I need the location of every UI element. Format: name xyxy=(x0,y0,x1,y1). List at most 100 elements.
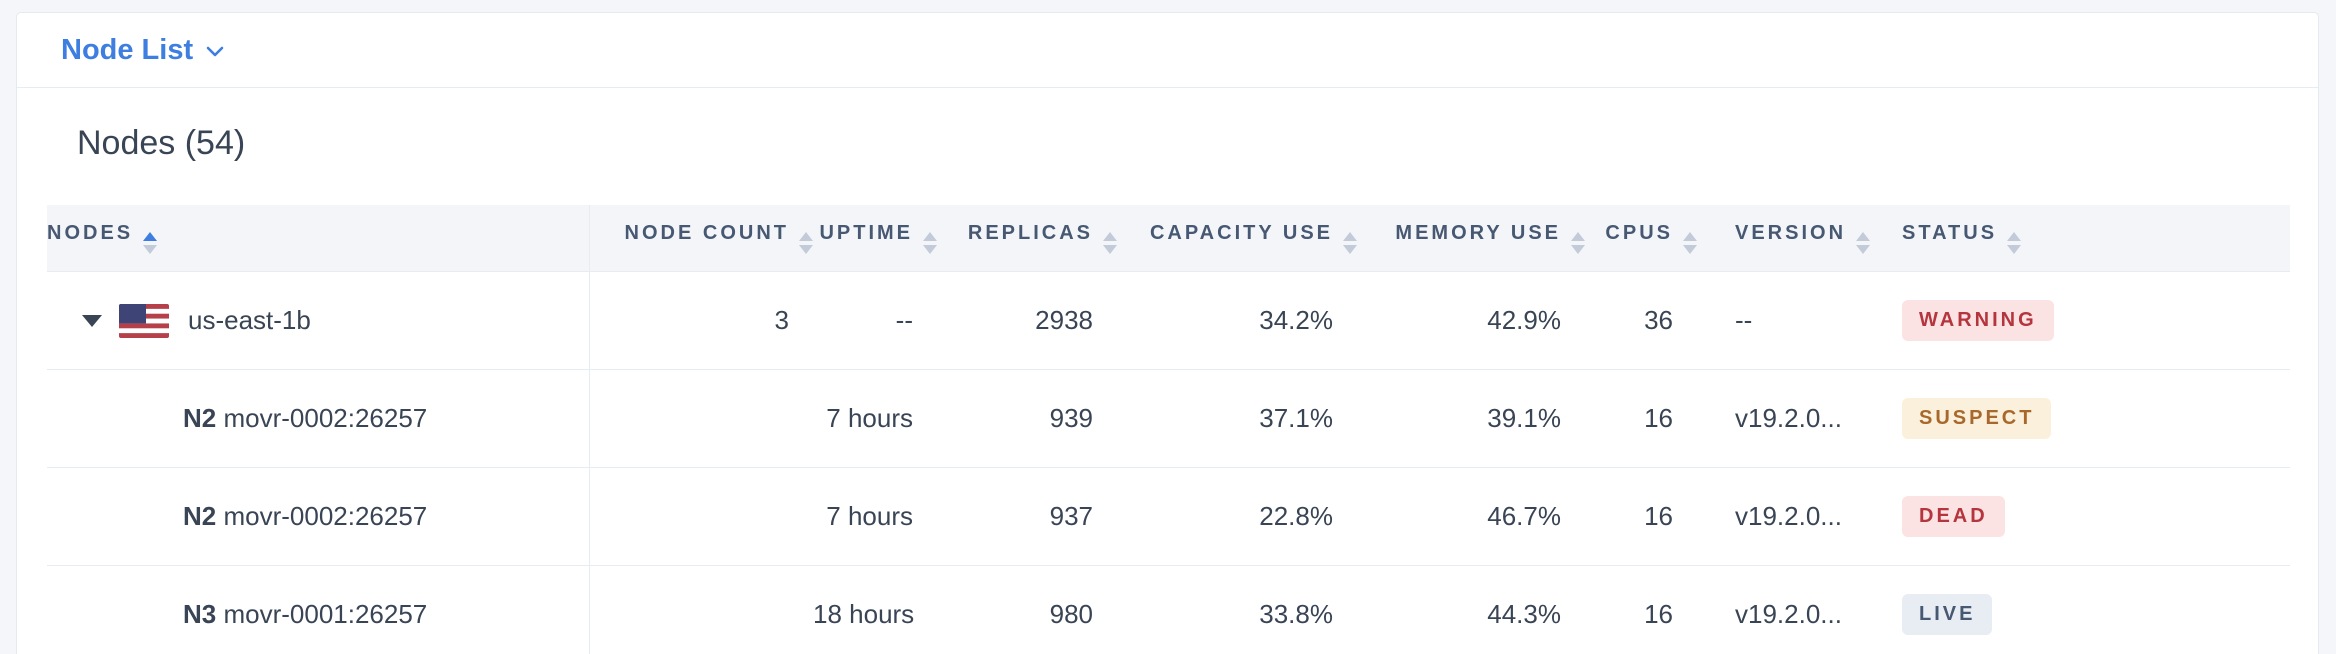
region-row[interactable]: us-east-1b 3 -- 2938 34.2% 42.9% 36 -- WARNING xyxy=(47,271,2290,370)
column-label: UPTIME xyxy=(819,222,913,244)
column-header-status[interactable]: STATUS xyxy=(1897,205,2290,272)
cell-memory-use: 42.9% xyxy=(1357,271,1585,370)
cell-capacity-use: 34.2% xyxy=(1117,271,1357,370)
sort-arrows-icon xyxy=(1571,232,1585,254)
cell-name: N2 movr-0002:26257 xyxy=(47,467,590,566)
node-row[interactable]: N3 movr-0001:26257 18 hours 980 33.8% 44.3% 1… xyxy=(47,565,2290,654)
name-cell-content: us-east-1b xyxy=(47,303,588,338)
page-title: Nodes (54) xyxy=(77,124,246,162)
column-label: CAPACITY USE xyxy=(1149,222,1333,244)
cell-replicas: 2938 xyxy=(937,271,1117,370)
cell-memory-use: 44.3% xyxy=(1357,565,1585,654)
column-header-replicas[interactable]: REPLICAS xyxy=(937,205,1117,272)
cell-name: N2 movr-0002:26257 xyxy=(47,369,590,468)
cell-node-count xyxy=(589,369,813,468)
cell-status: WARNING xyxy=(1897,271,2290,370)
cell-node-count xyxy=(589,467,813,566)
column-header-uptime[interactable]: UPTIME xyxy=(813,205,937,272)
status-badge: LIVE xyxy=(1902,594,1993,635)
node-list-header: Node List xyxy=(17,13,2318,88)
cell-replicas: 937 xyxy=(937,467,1117,566)
cell-capacity-use: 22.8% xyxy=(1117,467,1357,566)
view-switcher-dropdown[interactable]: Node List xyxy=(61,34,224,67)
sort-arrows-icon xyxy=(1856,232,1871,254)
column-header-cpus[interactable]: CPUS xyxy=(1585,205,1697,272)
table-header-row: NODES NODE COUNT UPTIME REPLICAS CAPACITY US… xyxy=(47,205,2290,272)
cell-status: LIVE xyxy=(1897,565,2290,654)
cell-node-count: 3 xyxy=(589,271,813,370)
node-address: movr-0001:26257 xyxy=(216,599,428,629)
cell-capacity-use: 33.8% xyxy=(1117,565,1357,654)
sort-arrows-icon xyxy=(1343,232,1357,254)
status-badge: DEAD xyxy=(1902,496,2005,537)
status-badge: WARNING xyxy=(1902,300,2054,341)
node-row[interactable]: N2 movr-0002:26257 7 hours 939 37.1% 39.1% 16… xyxy=(47,369,2290,468)
cell-name: us-east-1b xyxy=(47,271,590,370)
cell-uptime: 7 hours xyxy=(813,467,937,566)
column-label: VERSION xyxy=(1735,222,1847,244)
node-id: N2 xyxy=(183,403,217,433)
cell-uptime: 7 hours xyxy=(813,369,937,468)
name-cell-content: N2 movr-0002:26257 xyxy=(47,403,588,434)
column-label: CPUS xyxy=(1605,222,1673,244)
cell-uptime: 18 hours xyxy=(813,565,937,654)
cell-memory-use: 46.7% xyxy=(1357,467,1585,566)
cell-cpus: 16 xyxy=(1585,467,1697,566)
cell-status: DEAD xyxy=(1897,467,2290,566)
sort-arrows-icon xyxy=(2007,232,2022,254)
cell-node-count xyxy=(589,565,813,654)
node-row[interactable]: N2 movr-0002:26257 7 hours 937 22.8% 46.7% 16… xyxy=(47,467,2290,566)
table-body: us-east-1b 3 -- 2938 34.2% 42.9% 36 -- WARNING N2… xyxy=(47,271,2290,654)
region-name: us-east-1b xyxy=(188,305,311,335)
column-header-version[interactable]: VERSION xyxy=(1697,205,1897,272)
node-name: N2 movr-0002:26257 xyxy=(183,403,427,434)
table-header: NODES NODE COUNT UPTIME REPLICAS CAPACITY US… xyxy=(47,205,2290,272)
caret-down-icon xyxy=(82,314,102,327)
cell-uptime: -- xyxy=(813,271,937,370)
sort-arrows-icon xyxy=(923,232,937,254)
cell-name: N3 movr-0001:26257 xyxy=(47,565,590,654)
cell-version: -- xyxy=(1697,271,1897,370)
column-header-node-count[interactable]: NODE COUNT xyxy=(589,205,813,272)
nodes-table-container: NODES NODE COUNT UPTIME REPLICAS CAPACITY US… xyxy=(47,205,2290,654)
cell-cpus: 16 xyxy=(1585,369,1697,468)
cell-status: SUSPECT xyxy=(1897,369,2290,468)
node-name: N2 movr-0002:26257 xyxy=(183,501,427,532)
sort-arrows-icon xyxy=(1103,232,1117,254)
cell-version: v19.2.0... xyxy=(1697,565,1897,654)
view-switcher-label: Node List xyxy=(61,33,194,66)
node-address: movr-0002:26257 xyxy=(216,403,428,433)
status-badge: SUSPECT xyxy=(1902,398,2052,439)
sort-arrows-icon xyxy=(143,232,158,254)
node-id: N3 xyxy=(183,599,217,629)
node-list-card: Node List Nodes (54) NODES NODE COUNT UPTI… xyxy=(16,12,2319,654)
cell-memory-use: 39.1% xyxy=(1357,369,1585,468)
sort-arrows-icon xyxy=(1683,232,1697,254)
column-header-memory-use[interactable]: MEMORY USE xyxy=(1357,205,1585,272)
column-label: MEMORY USE xyxy=(1395,222,1561,244)
nodes-table: NODES NODE COUNT UPTIME REPLICAS CAPACITY US… xyxy=(47,205,2290,654)
cell-version: v19.2.0... xyxy=(1697,467,1897,566)
column-header-capacity-use[interactable]: CAPACITY USE xyxy=(1117,205,1357,272)
sort-arrows-icon xyxy=(799,232,813,254)
column-label: REPLICAS xyxy=(967,222,1093,244)
node-id: N2 xyxy=(183,501,217,531)
cell-replicas: 980 xyxy=(937,565,1117,654)
cell-cpus: 16 xyxy=(1585,565,1697,654)
name-cell-content: N3 movr-0001:26257 xyxy=(47,599,588,630)
us-flag-icon xyxy=(119,303,169,338)
node-address: movr-0002:26257 xyxy=(216,501,428,531)
cell-version: v19.2.0... xyxy=(1697,369,1897,468)
column-label: STATUS xyxy=(1902,222,1998,244)
column-label: NODE COUNT xyxy=(624,222,789,244)
expand-collapse-button[interactable] xyxy=(82,314,102,327)
column-header-nodes[interactable]: NODES xyxy=(47,205,590,272)
chevron-down-icon xyxy=(206,46,224,57)
cell-cpus: 36 xyxy=(1585,271,1697,370)
cell-capacity-use: 37.1% xyxy=(1117,369,1357,468)
column-label: NODES xyxy=(47,222,134,244)
cell-replicas: 939 xyxy=(937,369,1117,468)
name-cell-content: N2 movr-0002:26257 xyxy=(47,501,588,532)
node-name: N3 movr-0001:26257 xyxy=(183,599,427,630)
